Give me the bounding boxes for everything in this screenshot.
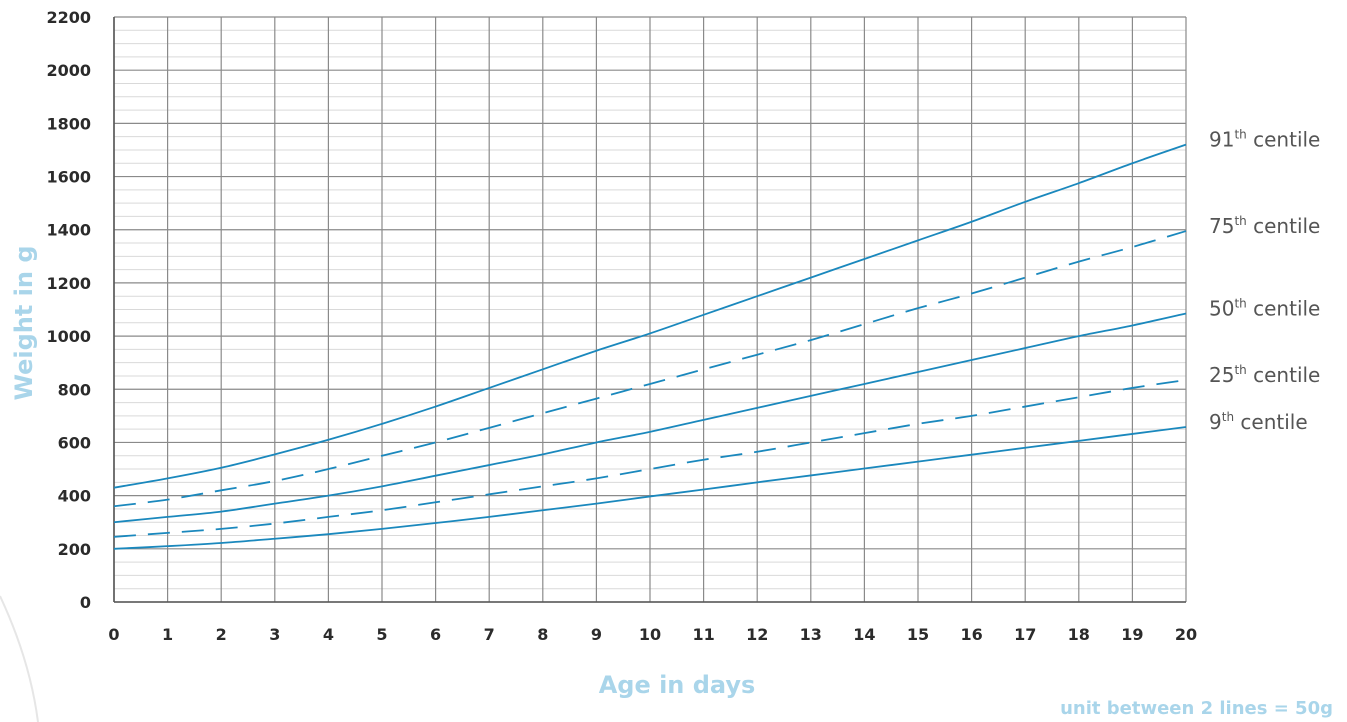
x-tick-label: 7 (484, 625, 495, 644)
y-tick-labels: 0 200 400 600 800 1000 1200 1400 1600 1800 2000 220… (46, 8, 91, 612)
x-tick-label: 2 (216, 625, 227, 644)
y-tick-label: 1400 (46, 221, 91, 240)
series-label-91: 91th centile (1209, 128, 1320, 152)
x-tick-label: 13 (800, 625, 822, 644)
y-tick-label: 800 (58, 380, 91, 399)
y-tick-label: 1800 (46, 114, 91, 133)
x-tick-label: 20 (1175, 625, 1197, 644)
x-tick-label: 4 (323, 625, 334, 644)
x-tick-label: 12 (746, 625, 768, 644)
series-line-91 (113, 143, 1187, 489)
y-tick-label: 2000 (46, 61, 91, 80)
y-tick-label: 600 (58, 433, 91, 452)
y-tick-label: 200 (58, 540, 91, 559)
x-tick-labels: 0 1 2 3 4 5 6 7 8 9 10 11 12 13 14 15 16 17 18 19 20 (108, 625, 1197, 644)
series-label-75: 75th centile (1209, 214, 1320, 238)
x-tick-label: 19 (1121, 625, 1143, 644)
x-tick-label: 18 (1068, 625, 1090, 644)
x-tick-label: 11 (692, 625, 714, 644)
x-tick-label: 3 (269, 625, 280, 644)
series-line-9 (113, 426, 1187, 550)
x-tick-label: 0 (108, 625, 119, 644)
y-axis-title: Weight in g (10, 245, 38, 400)
series-line-50 (113, 312, 1187, 524)
y-tick-label: 400 (58, 487, 91, 506)
series-lines (113, 143, 1187, 550)
y-tick-label: 2200 (46, 8, 91, 27)
y-tick-label: 1000 (46, 327, 91, 346)
series-label-9: 9th centile (1209, 410, 1308, 434)
y-tick-label: 0 (80, 593, 91, 612)
series-line-25 (113, 379, 1187, 538)
x-tick-label: 5 (376, 625, 387, 644)
x-tick-label: 14 (853, 625, 875, 644)
x-tick-label: 8 (537, 625, 548, 644)
x-tick-label: 16 (960, 625, 982, 644)
x-tick-label: 9 (591, 625, 602, 644)
series-labels: 91th centile 75th centile 50th centile 25th… (1209, 128, 1320, 434)
x-tick-label: 10 (639, 625, 661, 644)
series-label-50: 50th centile (1209, 296, 1320, 320)
unit-note: unit between 2 lines = 50g (1060, 698, 1333, 719)
major-gridlines (113, 16, 1187, 603)
x-tick-label: 1 (162, 625, 173, 644)
y-tick-label: 1600 (46, 168, 91, 187)
series-label-25: 25th centile (1209, 363, 1320, 387)
page-edge-curve (0, 595, 39, 722)
y-tick-label: 1200 (46, 274, 91, 293)
x-axis-title: Age in days (599, 671, 756, 699)
series-line-75 (113, 230, 1187, 508)
x-tick-label: 15 (907, 625, 929, 644)
x-tick-label: 17 (1014, 625, 1036, 644)
x-tick-label: 6 (430, 625, 441, 644)
